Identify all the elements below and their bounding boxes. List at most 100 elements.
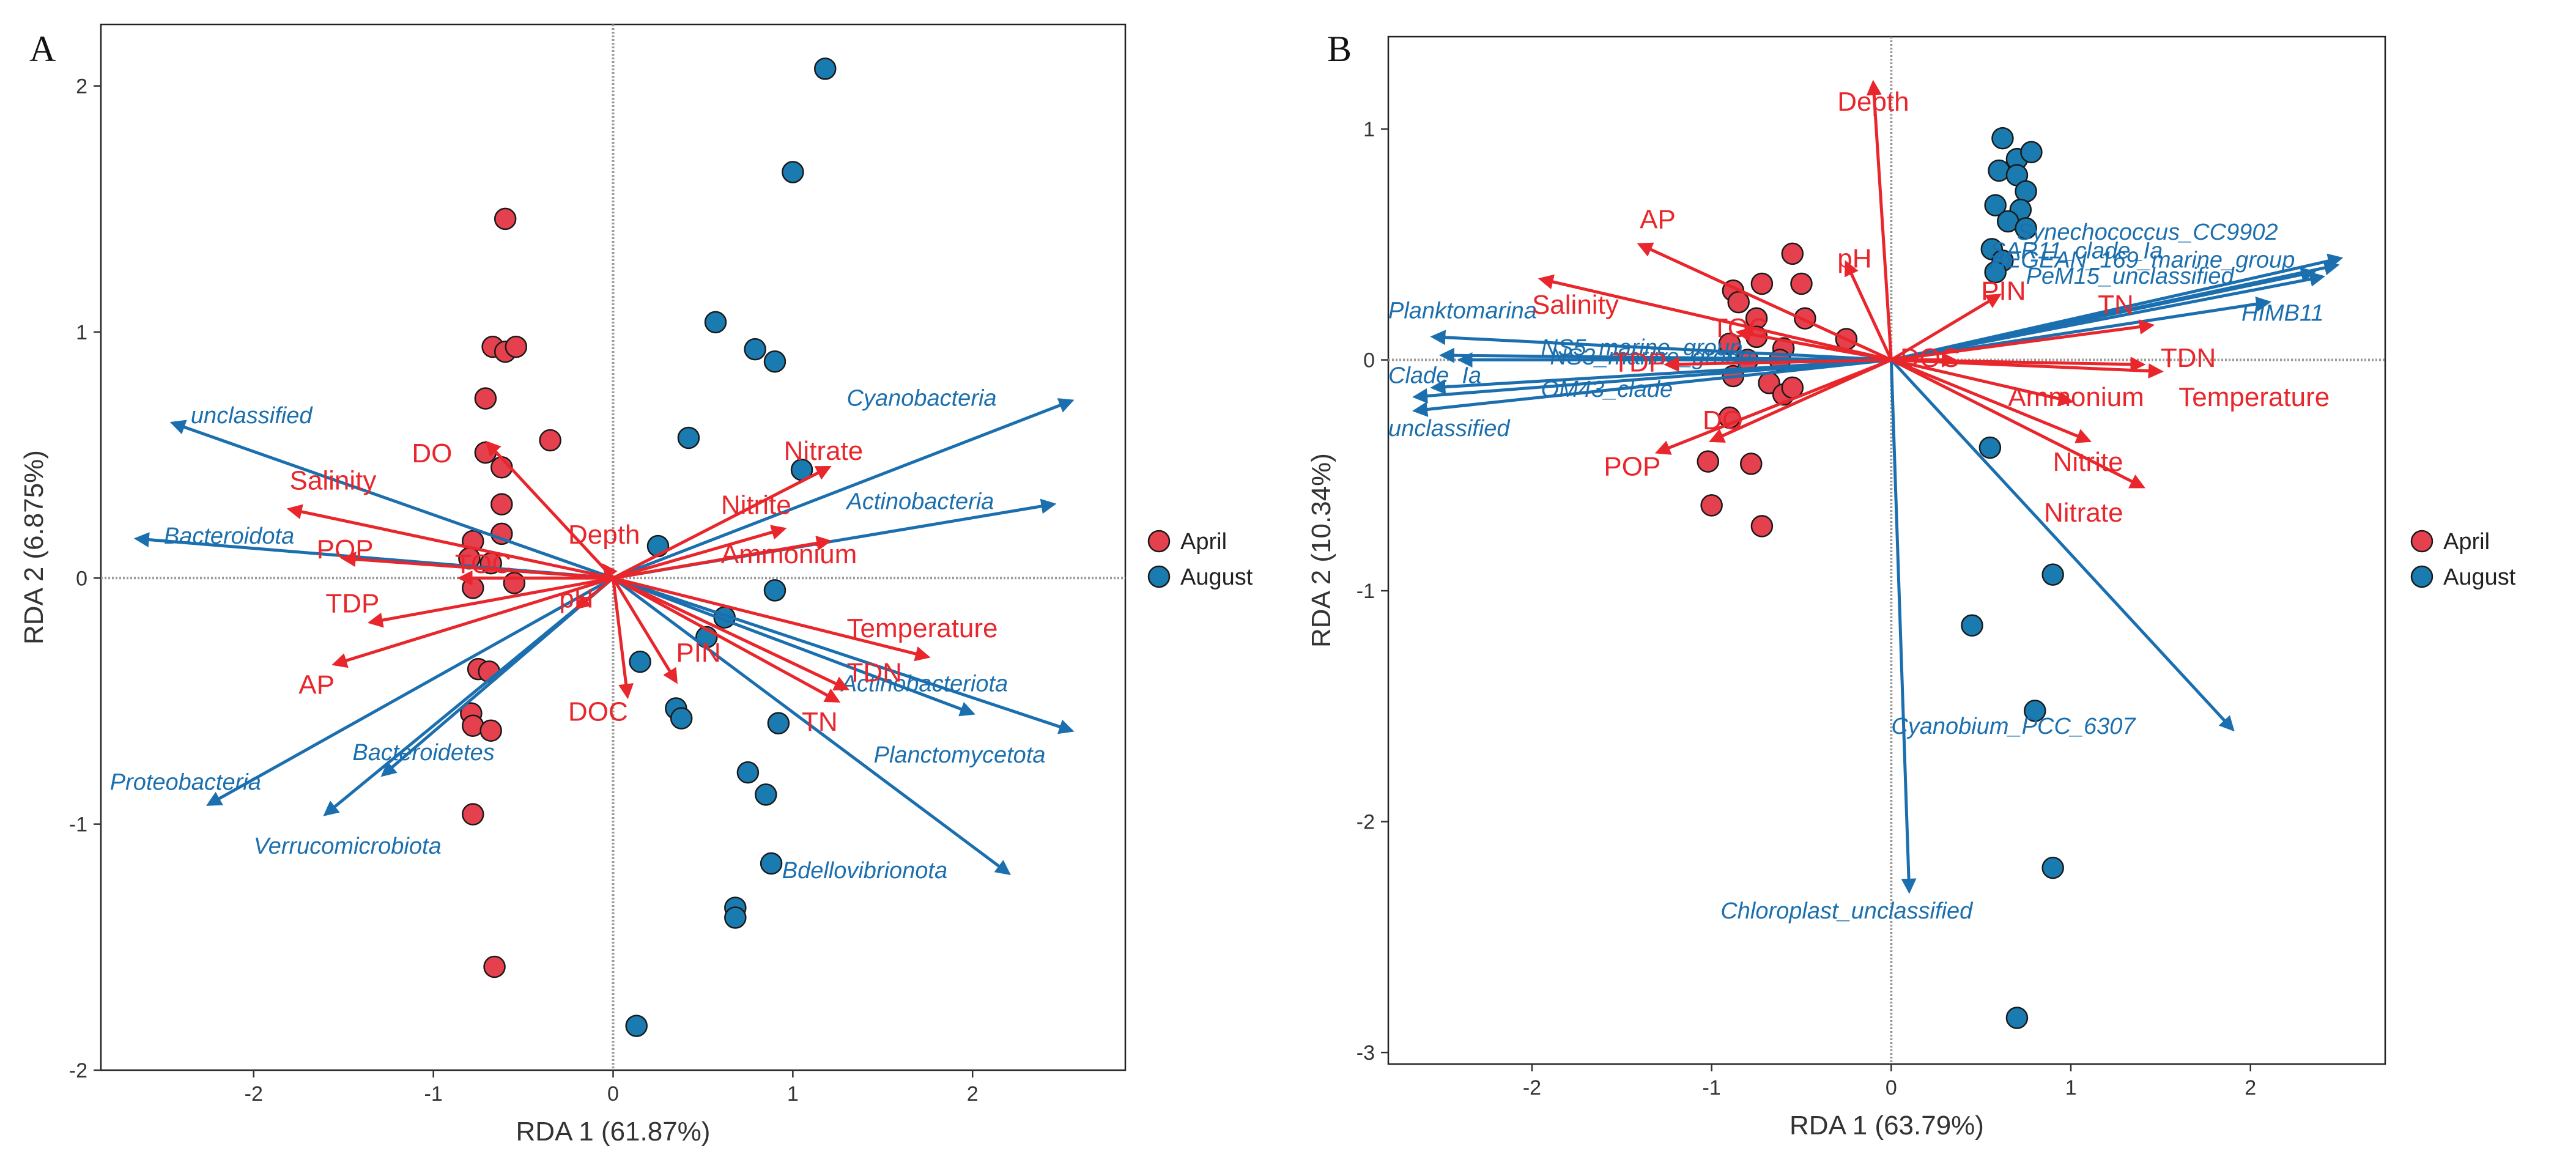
legend-label-april: April [2443, 529, 2490, 555]
species-arrow-unclassified [1412, 358, 1892, 417]
panel-b: -2 -1 0 1 2 -3 -2 -1 0 1 RDA 1 (63.79%) RDA 2 (10.3… [1306, 29, 2516, 1140]
env-label-pop: POP [317, 534, 374, 564]
species-label-cyanobacteria: Cyanobacteria [847, 386, 997, 412]
env-label-ph: pH [1837, 244, 1871, 274]
env-arrow-ammonium [613, 535, 832, 580]
env-arrow-ph [1844, 260, 1893, 361]
env-label-depth: Depth [568, 520, 640, 550]
legend-label-august: August [1180, 564, 1253, 590]
species-arrow-om43-clade [1430, 358, 1892, 395]
sample-point-august [1984, 261, 2007, 284]
env-arrow-depth [602, 563, 618, 580]
x-tick-label: -1 [424, 1082, 443, 1106]
species-label-unclassified: unclassified [1388, 416, 1511, 442]
sample-point-august [744, 338, 766, 361]
species-label-ns5-marine-group: NS5_marine_group [1541, 335, 1743, 361]
env-label-salinity: Salinity [1532, 290, 1619, 320]
env-label-ph: pH [559, 584, 593, 614]
env-label-salinity: Salinity [290, 465, 377, 495]
y-axis-title: RDA 2 (6.875%) [19, 450, 49, 645]
env-label-tdp: TDP [325, 589, 379, 619]
species-arrow-verrucomicrobiota [323, 577, 615, 816]
env-label-tdn: TDN [847, 657, 902, 687]
sample-point-april [474, 441, 497, 464]
sample-point-august [625, 1015, 648, 1037]
species-label-unclassified: unclassified [191, 403, 313, 429]
species-label-sar11-clade-ia: SAR11_clade_Ia [1990, 238, 2163, 264]
legend-swatch-august [2410, 565, 2434, 588]
panel-letter: A [29, 29, 56, 69]
env-label-pop: POP [1604, 451, 1660, 481]
env-arrow-ap [1637, 242, 1892, 361]
x-tick-label: 2 [2245, 1076, 2256, 1100]
species-label-ns3-marine-group: NS3_marine_group [1550, 344, 1752, 370]
env-arrow-ammonium [1890, 358, 2074, 407]
env-label-pin: PIN [1981, 276, 2026, 306]
sample-point-august [736, 761, 760, 784]
env-arrow-pop [1654, 358, 1892, 455]
env-label-ap: AP [298, 670, 335, 700]
y-tick-label: 0 [1363, 349, 1375, 372]
env-arrow-ap [331, 576, 614, 668]
y-tick-label: -2 [69, 1059, 87, 1082]
species-arrow-planctomycetota [612, 576, 1075, 734]
y-axis-title: RDA 2 (10.34%) [1306, 453, 1336, 648]
species-arrow-unclassified [169, 420, 614, 580]
sample-point-august [2024, 700, 2046, 722]
panel-letter: B [1327, 29, 1352, 69]
env-arrow-tn [612, 577, 841, 703]
x-tick-label: -2 [1523, 1076, 1541, 1100]
sample-point-august [629, 650, 651, 673]
sample-point-august [814, 57, 837, 80]
env-arrow-pop [340, 552, 613, 580]
env-label-nitrate: Nitrate [784, 436, 864, 466]
sample-point-august [1984, 194, 2007, 216]
sample-point-august [760, 852, 783, 875]
species-arrow-planktomarina [1430, 330, 1892, 362]
env-label-toc: TOC [455, 549, 511, 579]
legend-label-april: April [1180, 529, 1227, 555]
env-label-depth: Depth [1837, 87, 1909, 117]
sample-point-april [1718, 332, 1741, 355]
sample-point-april [494, 207, 517, 231]
species-label-chloroplast-unclassified: Chloroplast_unclassified [1720, 898, 1974, 924]
env-label-pin: PIN [676, 638, 720, 668]
env-arrow-ph [574, 577, 615, 610]
legend: April August [1147, 529, 1253, 590]
env-arrow-nitrite [1890, 358, 2092, 443]
env-arrow-toc [1735, 327, 1892, 361]
env-label-toc: TOC [1712, 313, 1768, 343]
y-tick-label: 1 [1363, 118, 1375, 141]
legend-swatch-april [2410, 530, 2434, 553]
legend: April August [2410, 529, 2516, 590]
env-arrow-salinity [286, 504, 614, 580]
sample-point-april [1750, 515, 1774, 538]
env-arrow-nitrate [1890, 358, 2145, 489]
env-label-nitrite: Nitrite [721, 490, 791, 520]
sample-point-august [767, 712, 790, 734]
species-label-bdellovibrionota: Bdellovibrionota [782, 858, 947, 884]
sample-point-august [2041, 856, 2064, 879]
env-label-temperature: Temperature [847, 613, 998, 643]
env-label-ap: AP [1640, 204, 1676, 234]
sample-point-august [782, 161, 804, 183]
species-label-synechococcus-cc9902: Synechococcus_CC9902 [2017, 220, 2278, 245]
species-label-actinobacteriota: Actinobacteriota [840, 671, 1009, 697]
plot-frame [1387, 35, 2386, 1065]
env-label-ammonium: Ammonium [721, 539, 857, 569]
species-arrow-pem15-unclassified [1890, 272, 2326, 361]
sample-point-april [1740, 453, 1763, 475]
species-label-himb11: HIMB11 [2241, 300, 2323, 326]
legend-swatch-april [1147, 530, 1171, 553]
sample-point-april [462, 577, 484, 599]
env-label-temperature: Temperature [2178, 382, 2330, 412]
species-arrow-bdellovibrionota [612, 577, 1011, 876]
y-tick-label: -3 [1356, 1041, 1375, 1065]
species-label-pem15-unclassified: PeM15_unclassified [2026, 264, 2235, 289]
sample-point-august [2015, 180, 2037, 203]
y-tick-label: -2 [1356, 811, 1375, 834]
sample-point-april [1727, 290, 1750, 314]
x-tick-label: 0 [607, 1082, 619, 1106]
species-label-planctomycetota: Planctomycetota [874, 742, 1046, 768]
